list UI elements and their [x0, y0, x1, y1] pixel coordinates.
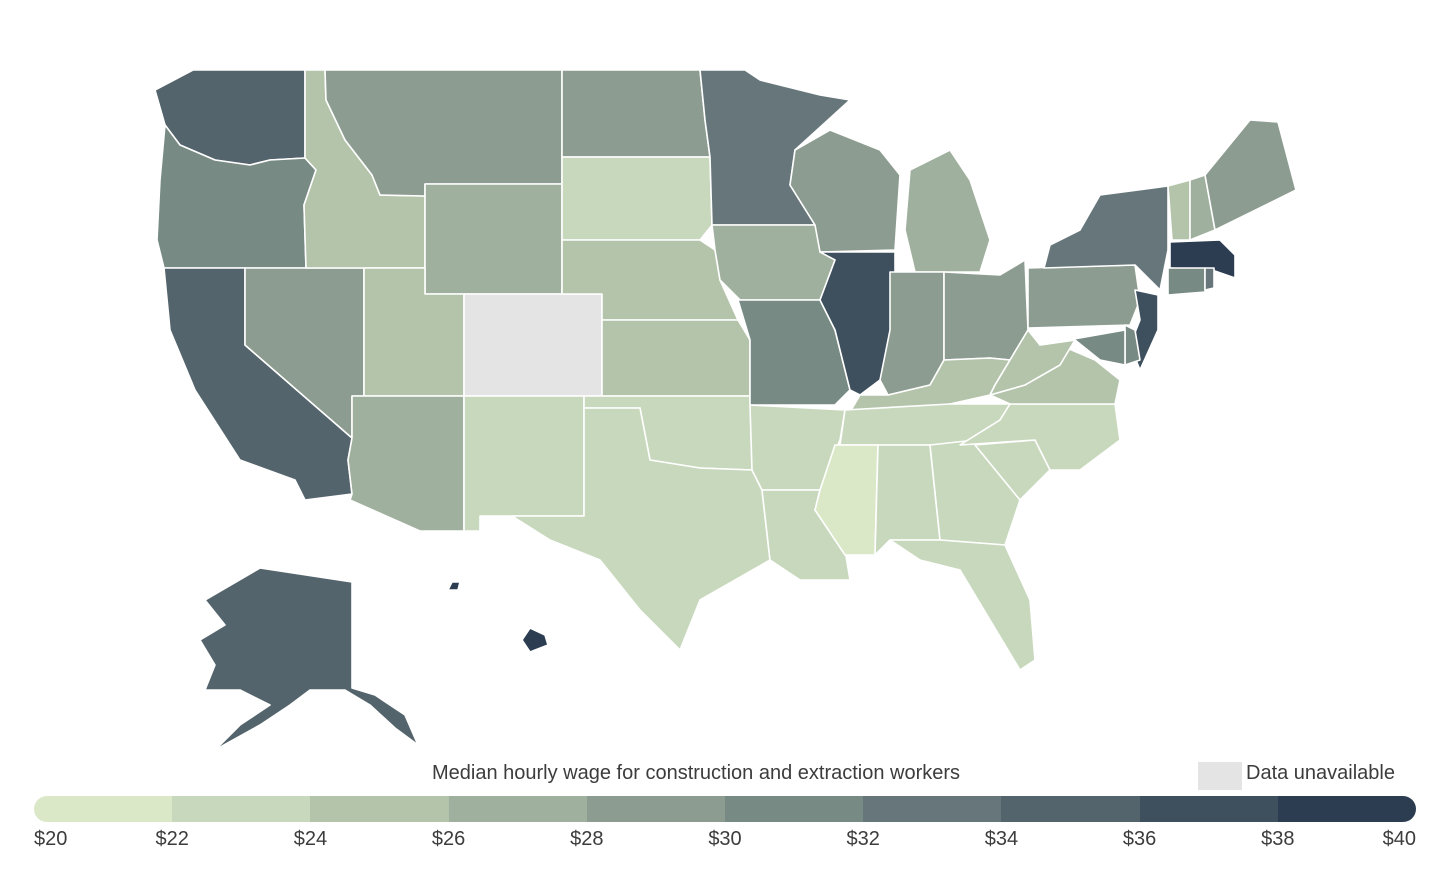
- scale-tick-label: $36: [1122, 828, 1157, 850]
- state-HI-islands[interactable]: [447, 581, 461, 591]
- scale-tick-label: $38: [1261, 828, 1295, 850]
- scale-tick-label: $28: [570, 828, 604, 850]
- state-WI[interactable]: [789, 129, 901, 253]
- scale-tick-label: $26: [431, 828, 466, 850]
- state-HI[interactable]: [521, 627, 549, 653]
- scale-segment: [863, 796, 1002, 822]
- state-KS[interactable]: [601, 319, 751, 397]
- state-WV[interactable]: [989, 329, 1076, 396]
- state-AZ[interactable]: [347, 395, 465, 532]
- scale-segment: [310, 796, 449, 822]
- state-AL[interactable]: [874, 444, 941, 556]
- scale-segment: [448, 796, 587, 822]
- state-SD[interactable]: [561, 156, 713, 241]
- color-scale-bar: [34, 796, 1416, 822]
- scale-tick-label: $34: [984, 828, 1019, 850]
- scale-segment: [34, 796, 173, 822]
- scale-segment: [586, 796, 726, 822]
- scale-segment: [1277, 796, 1416, 822]
- us-choropleth-map: [154, 69, 1297, 751]
- scale-segment: [1001, 796, 1140, 822]
- state-WY[interactable]: [424, 183, 563, 295]
- state-TX[interactable]: [511, 407, 771, 651]
- legend-title: Median hourly wage for construction and …: [432, 762, 961, 784]
- state-MD[interactable]: [1039, 329, 1126, 366]
- state-NM[interactable]: [463, 395, 585, 532]
- scale-segment: [172, 796, 311, 822]
- scale-tick-label: $30: [708, 828, 742, 850]
- state-PA[interactable]: [1027, 264, 1141, 329]
- scale-tick-label: $22: [155, 828, 189, 850]
- state-OH[interactable]: [943, 259, 1029, 361]
- state-RI[interactable]: [1204, 267, 1215, 291]
- scale-tick-label: $40: [1382, 828, 1416, 850]
- scale-segment: [725, 796, 864, 822]
- state-CT[interactable]: [1167, 267, 1206, 296]
- state-ME[interactable]: [1204, 119, 1297, 231]
- state-AK[interactable]: [199, 567, 419, 751]
- scale-tick-label: $20: [34, 828, 68, 850]
- data-unavailable-label: Data unavailable: [1246, 762, 1395, 784]
- state-NC[interactable]: [959, 403, 1121, 471]
- state-VT[interactable]: [1167, 179, 1191, 241]
- state-FL[interactable]: [889, 539, 1036, 671]
- state-CO[interactable]: [463, 293, 603, 397]
- scale-segment: [1139, 796, 1278, 822]
- state-MI[interactable]: [904, 149, 991, 273]
- data-unavailable-swatch: [1198, 762, 1242, 790]
- state-ND[interactable]: [561, 69, 711, 158]
- scale-tick-label: $32: [846, 828, 880, 850]
- scale-tick-label: $24: [293, 828, 328, 850]
